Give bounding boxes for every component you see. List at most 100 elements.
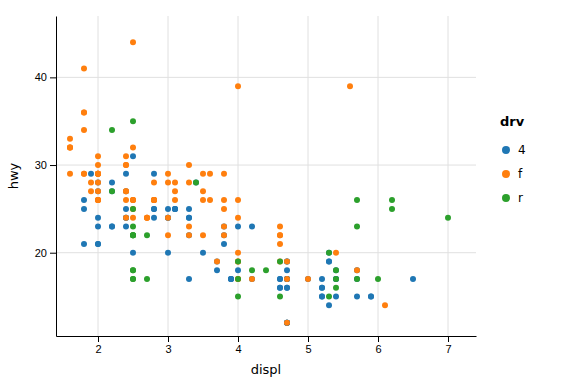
x-axis-line: [57, 336, 477, 337]
point: [249, 267, 255, 273]
point: [81, 171, 87, 177]
point: [165, 232, 171, 238]
point: [130, 223, 136, 229]
point: [277, 258, 283, 264]
point: [284, 276, 290, 282]
point: [235, 276, 241, 282]
point: [277, 241, 283, 247]
point: [368, 294, 374, 300]
grid-line-y: [56, 252, 476, 253]
point: [151, 197, 157, 203]
point: [214, 258, 220, 264]
point: [284, 258, 290, 264]
point: [81, 109, 87, 115]
point: [165, 206, 171, 212]
point: [95, 171, 101, 177]
legend-title: drv: [500, 114, 525, 129]
point: [354, 276, 360, 282]
point: [123, 215, 129, 221]
point: [221, 223, 227, 229]
legend-swatch: [502, 170, 510, 178]
point: [249, 276, 255, 282]
legend-swatch: [502, 146, 510, 154]
point: [130, 276, 136, 282]
point: [326, 258, 332, 264]
grid-line-y: [56, 77, 476, 78]
tick-label: 4: [235, 343, 241, 355]
point: [165, 180, 171, 186]
point: [235, 223, 241, 229]
point: [382, 302, 388, 308]
point: [333, 294, 339, 300]
tick-label: 30: [35, 159, 47, 171]
grid-line-x: [378, 16, 379, 336]
y-axis-line: [56, 17, 57, 337]
point: [228, 276, 234, 282]
point: [284, 258, 290, 264]
point: [326, 294, 332, 300]
point: [165, 215, 171, 221]
point: [130, 232, 136, 238]
point: [151, 197, 157, 203]
grid-line-x: [238, 16, 239, 336]
point: [235, 258, 241, 264]
point: [186, 215, 192, 221]
y-axis-title: hwy: [6, 162, 21, 189]
point: [151, 206, 157, 212]
grid-line-x: [448, 16, 449, 336]
point: [235, 294, 241, 300]
point: [95, 180, 101, 186]
point: [130, 145, 136, 151]
point: [284, 285, 290, 291]
point: [95, 188, 101, 194]
point: [95, 171, 101, 177]
point: [186, 162, 192, 168]
point: [277, 258, 283, 264]
legend-label: f: [518, 167, 523, 181]
point: [277, 285, 283, 291]
point: [200, 250, 206, 256]
point: [333, 250, 339, 256]
tick-label: 5: [305, 343, 311, 355]
point: [284, 276, 290, 282]
point: [221, 232, 227, 238]
point: [67, 145, 73, 151]
tick-label: 6: [375, 343, 381, 355]
point: [95, 180, 101, 186]
point: [186, 215, 192, 221]
point: [130, 232, 136, 238]
point: [172, 180, 178, 186]
point: [235, 258, 241, 264]
point: [235, 267, 241, 273]
point: [109, 188, 115, 194]
point: [165, 171, 171, 177]
point: [214, 267, 220, 273]
point: [319, 285, 325, 291]
point: [284, 285, 290, 291]
point: [95, 171, 101, 177]
point: [130, 267, 136, 273]
point: [151, 206, 157, 212]
tick-label: 7: [445, 343, 451, 355]
point: [123, 153, 129, 159]
tick-label: 3: [165, 343, 171, 355]
point: [221, 241, 227, 247]
series-points: [67, 39, 388, 326]
tick-mark: [50, 165, 56, 166]
point: [284, 320, 290, 326]
tick: 4: [235, 336, 241, 355]
point: [354, 276, 360, 282]
point: [81, 127, 87, 133]
point: [95, 223, 101, 229]
legend-label: r: [518, 191, 523, 205]
point: [368, 294, 374, 300]
point: [221, 171, 227, 177]
point: [389, 197, 395, 203]
point: [200, 232, 206, 238]
tick-label: 2: [95, 343, 101, 355]
point: [95, 171, 101, 177]
series-points: [81, 153, 416, 326]
point: [130, 39, 136, 45]
point: [235, 258, 241, 264]
point: [326, 250, 332, 256]
